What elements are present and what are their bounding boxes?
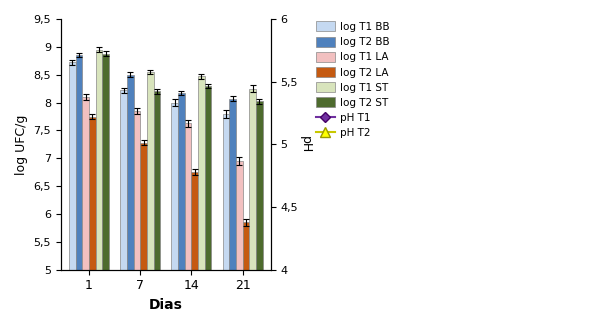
Bar xyxy=(102,54,109,270)
Legend: log T1 BB, log T2 BB, log T1 LA, log T2 LA, log T1 ST, log T2 ST, pH T1, pH T2: log T1 BB, log T2 BB, log T1 LA, log T2 … xyxy=(313,19,391,141)
Bar xyxy=(223,114,230,270)
Y-axis label: log UFC/g: log UFC/g xyxy=(15,114,28,175)
Bar xyxy=(133,111,140,270)
Bar xyxy=(147,72,153,270)
Bar xyxy=(172,103,178,270)
Bar xyxy=(89,116,95,270)
Bar xyxy=(236,161,243,270)
Bar xyxy=(205,86,211,270)
Bar xyxy=(95,50,102,270)
Bar xyxy=(249,89,256,270)
Bar xyxy=(185,123,191,270)
Bar xyxy=(127,75,133,270)
Bar xyxy=(191,172,198,270)
X-axis label: Dias: Dias xyxy=(149,298,183,312)
Bar xyxy=(76,55,82,270)
Bar xyxy=(82,97,89,270)
Bar xyxy=(178,93,185,270)
Y-axis label: pH: pH xyxy=(299,136,312,153)
Bar xyxy=(198,77,205,270)
Bar xyxy=(69,62,76,270)
Bar xyxy=(230,99,236,270)
Bar xyxy=(140,143,147,270)
Bar xyxy=(243,222,249,270)
Bar xyxy=(153,92,160,270)
Bar xyxy=(256,101,263,270)
Bar xyxy=(120,90,127,270)
